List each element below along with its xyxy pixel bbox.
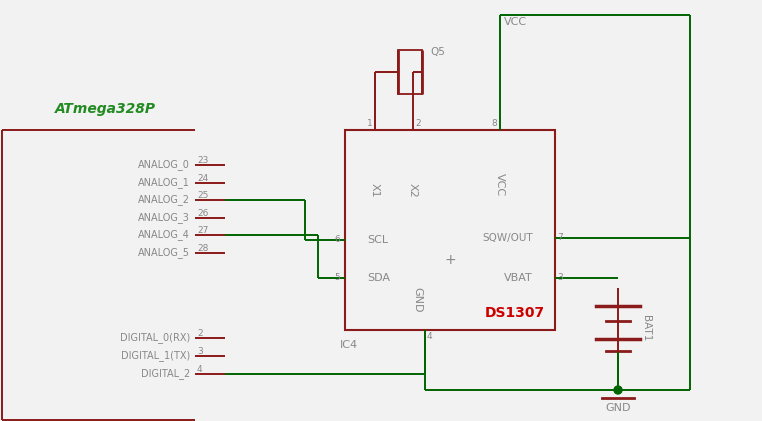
Bar [398,50,422,94]
Text: 3: 3 [197,347,203,356]
Text: GND: GND [605,403,631,413]
Text: BAT1: BAT1 [641,315,651,341]
Circle shape [614,386,622,394]
Text: ATmega328P: ATmega328P [55,102,156,116]
Text: 2: 2 [197,329,203,338]
Text: 3: 3 [557,274,563,282]
Text: +: + [444,253,456,267]
Text: ANALOG_5: ANALOG_5 [138,248,190,258]
Text: ANALOG_0: ANALOG_0 [138,160,190,171]
Text: SQW/OUT: SQW/OUT [482,233,533,243]
Text: ANALOG_1: ANALOG_1 [138,178,190,189]
Text: 24: 24 [197,174,208,183]
Text: 4: 4 [427,332,433,341]
Text: 7: 7 [557,234,563,242]
Text: 2: 2 [415,119,421,128]
Text: X2: X2 [408,183,418,197]
Text: DS1307: DS1307 [485,306,545,320]
Text: SCL: SCL [367,235,388,245]
Text: 26: 26 [197,209,208,218]
Text: 1: 1 [367,119,373,128]
Text: DIGITAL_0(RX): DIGITAL_0(RX) [120,333,190,344]
Text: 25: 25 [197,191,208,200]
Text: IC4: IC4 [340,340,358,350]
Text: 27: 27 [197,226,208,235]
Text: SDA: SDA [367,273,390,283]
Text: VCC: VCC [504,17,527,27]
Bar [345,130,555,330]
Text: VCC: VCC [495,173,505,197]
Text: GND: GND [412,287,422,313]
Text: X1: X1 [370,183,380,197]
Text: 8: 8 [491,119,497,128]
Text: ANALOG_4: ANALOG_4 [138,229,190,240]
Text: 4: 4 [197,365,203,374]
Text: DIGITAL_2: DIGITAL_2 [141,368,190,379]
Text: 6: 6 [335,235,340,245]
Text: 5: 5 [335,274,340,282]
Text: ANALOG_2: ANALOG_2 [138,195,190,205]
Text: 28: 28 [197,244,208,253]
Text: DIGITAL_1(TX): DIGITAL_1(TX) [120,351,190,362]
Text: VBAT: VBAT [504,273,533,283]
Text: Q5: Q5 [430,47,445,57]
Text: ANALOG_3: ANALOG_3 [138,213,190,224]
Text: 23: 23 [197,156,208,165]
